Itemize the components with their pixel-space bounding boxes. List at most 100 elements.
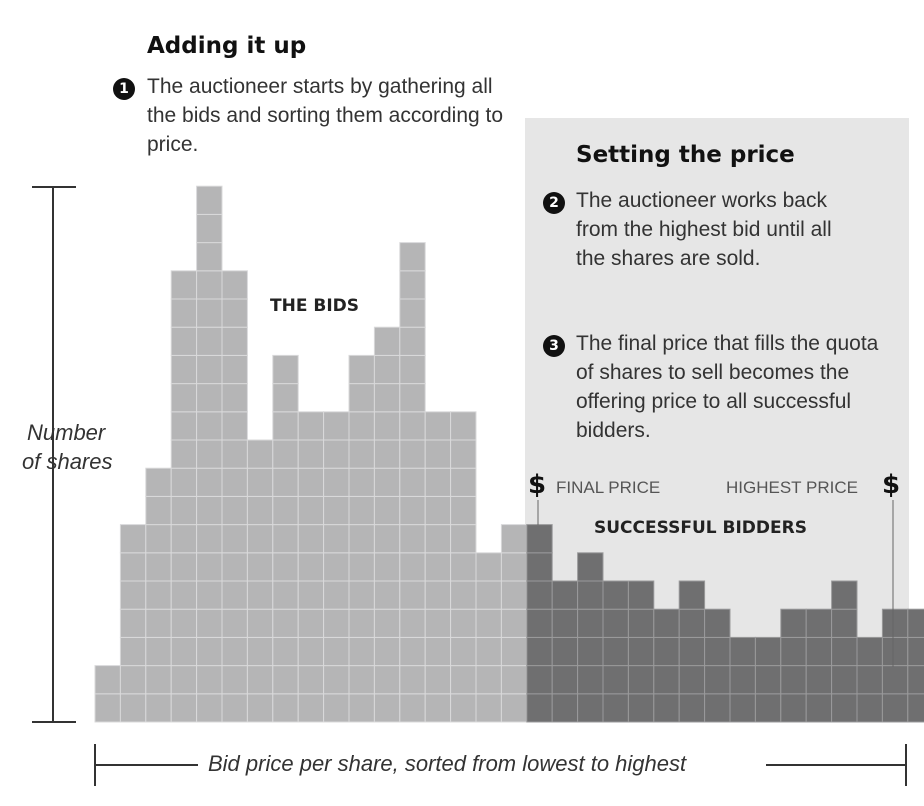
bid-cell [500, 608, 528, 638]
bid-cell [221, 665, 248, 695]
bid-cell [297, 495, 325, 526]
bid-cell [348, 693, 375, 723]
bid-cell [373, 326, 401, 356]
bid-cell [145, 693, 172, 723]
bid-cell [348, 467, 375, 497]
bid-cell [399, 580, 426, 610]
bid-cell [348, 411, 375, 441]
bid-cell [907, 636, 924, 667]
bid-cell [424, 495, 452, 526]
step-3-text: The final price that fills the quota of … [576, 332, 879, 442]
bid-cell [602, 580, 629, 610]
bid-cell [196, 467, 223, 497]
successful-bid-bar [907, 608, 924, 723]
bid-cell [221, 270, 248, 300]
bid-cell [450, 467, 477, 497]
bid-cell [145, 552, 172, 582]
bid-cell [881, 608, 909, 638]
bid-cell [729, 636, 756, 667]
step-2-badge: 2 [543, 192, 565, 214]
bid-cell [348, 552, 375, 582]
bid-cell [297, 552, 325, 582]
bid-cell [373, 467, 401, 497]
bid-cell [450, 439, 477, 469]
successful-bid-bar [678, 580, 706, 723]
bid-bar [323, 411, 350, 723]
bid-cell [704, 665, 731, 695]
bid-cell [170, 580, 198, 610]
bid-cell [170, 298, 198, 328]
successful-bid-bar [602, 580, 629, 723]
bid-bar [221, 270, 248, 723]
bid-cell [424, 411, 452, 441]
bid-cell [424, 693, 452, 723]
bid-cell [602, 636, 629, 667]
bid-cell [196, 185, 223, 215]
bid-cell [450, 524, 477, 554]
highest-price-label: HIGHEST PRICE [726, 478, 858, 497]
bid-cell [399, 608, 426, 638]
bid-cell [221, 439, 248, 469]
bid-cell [272, 467, 299, 497]
bid-cell [526, 524, 553, 554]
bid-cell [653, 636, 680, 667]
bid-cell [348, 524, 375, 554]
bid-cell [373, 524, 401, 554]
bid-cell [272, 439, 299, 469]
bid-cell [551, 665, 579, 695]
bid-bar [500, 524, 528, 723]
bid-cell [145, 608, 172, 638]
bid-cell [170, 495, 198, 526]
bid-cell [754, 693, 782, 723]
bid-cell [297, 580, 325, 610]
bid-cell [475, 693, 502, 723]
bid-cell [754, 665, 782, 695]
bid-cell [323, 524, 350, 554]
bid-cell [170, 636, 198, 667]
bid-bar [170, 270, 198, 723]
bid-cell [272, 524, 299, 554]
bid-cell [221, 524, 248, 554]
bid-cell [424, 665, 452, 695]
bid-cell [348, 354, 375, 385]
bid-cell [170, 354, 198, 385]
bid-cell [323, 411, 350, 441]
bid-cell [653, 693, 680, 723]
bid-cell [373, 552, 401, 582]
bid-cell [450, 636, 477, 667]
bid-cell [297, 693, 325, 723]
bid-cell [196, 552, 223, 582]
bid-cell [323, 467, 350, 497]
successful-bid-bar [831, 580, 858, 723]
bid-cell [348, 608, 375, 638]
successful-bid-bar [805, 608, 833, 723]
bid-cell [424, 636, 452, 667]
bid-cell [373, 495, 401, 526]
bid-cell [323, 495, 350, 526]
bid-cell [297, 467, 325, 497]
bid-cell [450, 580, 477, 610]
successful-bid-bar [881, 608, 909, 723]
bid-cell [170, 411, 198, 441]
bid-cell [323, 580, 350, 610]
bid-cell [323, 608, 350, 638]
bid-cell [196, 383, 223, 413]
successful-bid-bar [577, 552, 604, 723]
bid-cell [831, 608, 858, 638]
bid-cell [399, 354, 426, 385]
bid-cell [246, 467, 274, 497]
bid-cell [627, 580, 655, 610]
bid-bar [399, 242, 426, 723]
bid-cell [196, 326, 223, 356]
bid-cell [424, 608, 452, 638]
bid-cell [399, 636, 426, 667]
bid-cell [424, 552, 452, 582]
bid-cell [272, 552, 299, 582]
bid-cell [373, 383, 401, 413]
y-axis-label-line2: of shares [22, 449, 113, 474]
bid-cell [450, 693, 477, 723]
bid-cell [119, 524, 147, 554]
bid-cell [373, 665, 401, 695]
successful-bid-bar [856, 636, 883, 723]
